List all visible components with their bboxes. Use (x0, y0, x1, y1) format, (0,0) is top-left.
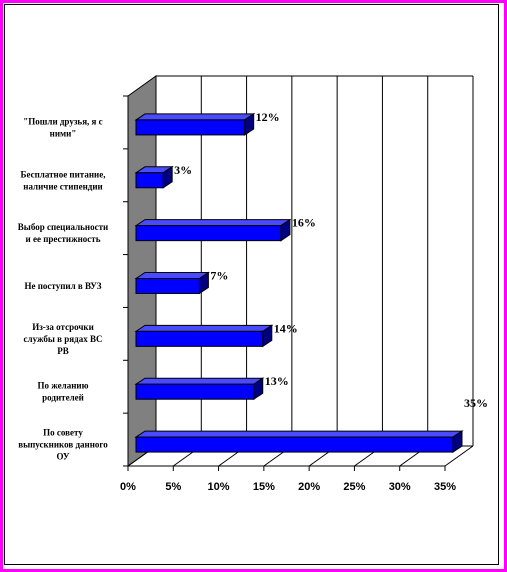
bar (135, 225, 282, 242)
chart-bars (134, 112, 464, 454)
x-tick-label: 0% (120, 481, 136, 493)
category-label: Выбор специальности и ее престижность (18, 222, 108, 244)
bar (135, 330, 264, 347)
bar-top (134, 324, 274, 332)
category-label: Бесплатное питание, наличие стипендии (21, 169, 106, 191)
x-tick-label: 5% (165, 481, 181, 493)
value-label: 14% (274, 321, 298, 335)
x-tick-label: 15% (253, 481, 275, 493)
value-label: 7% (210, 269, 228, 283)
category-label: Не поступил в ВУЗ (24, 281, 101, 291)
category-label: По желанию родителей (38, 381, 89, 403)
floor-line (444, 445, 474, 467)
value-label: 12% (256, 110, 280, 124)
bar (135, 383, 255, 400)
bar-top (134, 219, 292, 227)
x-tick-label: 30% (389, 481, 411, 493)
category-label: Из-за отсрочки службы в рядах ВС РВ (24, 322, 103, 356)
value-label: 35% (464, 396, 488, 410)
value-label: 3% (174, 163, 192, 177)
category-label: По совету выпускников данного ОУ (18, 428, 108, 462)
value-label: 16% (292, 216, 316, 230)
bar (135, 119, 246, 136)
bar (135, 436, 454, 453)
bar (135, 172, 164, 189)
category-label: "Пошли друзья, я с ними" (23, 116, 102, 138)
chart-labels: 0% 5% 10% 15% 20% 25% 30% 35% 12% "Пошли друзья, … (18, 110, 488, 493)
x-tick-label: 10% (208, 481, 230, 493)
x-tick-label: 20% (298, 481, 320, 493)
bar-top (134, 430, 464, 438)
bar-top (134, 272, 211, 279)
bar (135, 278, 200, 294)
value-label: 13% (265, 374, 289, 388)
bar-top (134, 113, 256, 121)
bar-top (134, 377, 265, 385)
x-tick-label: 25% (343, 481, 365, 493)
chart-border (4, 4, 499, 565)
x-tick-label: 35% (434, 481, 456, 493)
